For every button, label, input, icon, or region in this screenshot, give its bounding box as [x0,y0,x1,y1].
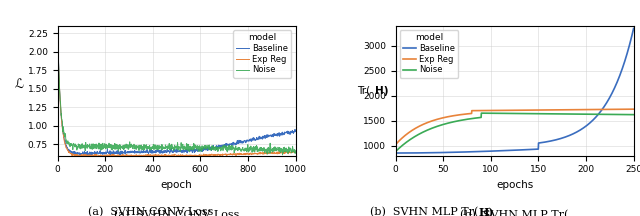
Text: (a)  SVHN CONV Loss: (a) SVHN CONV Loss [114,210,239,216]
Exp Reg [102,154,109,157]
Noise [416,132,424,135]
Exp Reg [497,109,504,112]
Noise [248,147,255,150]
Text: (a)  SVHN CONV Loss: (a) SVHN CONV Loss [88,207,213,216]
Baseline [630,27,637,30]
Exp Reg [68,152,76,155]
Baseline [497,149,504,152]
Exp Reg [630,108,637,110]
Exp Reg [264,152,272,155]
Noise [264,149,272,152]
Line: Exp Reg: Exp Reg [396,109,634,145]
Noise [497,112,504,115]
Line: Exp Reg: Exp Reg [58,33,296,157]
Noise [577,113,585,115]
Noise [278,154,286,156]
Noise [54,33,61,36]
X-axis label: epoch: epoch [161,180,193,190]
Baseline [54,32,61,34]
Exp Reg [248,152,256,155]
Exp Reg [292,151,300,154]
Baseline [68,151,76,154]
Noise [68,144,76,147]
Exp Reg [392,143,399,146]
Baseline [392,152,399,154]
Baseline [72,154,79,157]
Baseline [488,150,495,152]
Baseline [292,129,300,131]
Noise [392,150,399,153]
Baseline [102,153,110,155]
Baseline [416,152,424,154]
Text: (b)  SVHN MLP Tr(: (b) SVHN MLP Tr( [371,207,479,216]
Baseline [280,133,288,136]
Exp Reg [239,153,247,155]
Line: Baseline: Baseline [396,29,634,153]
Exp Reg [194,156,202,158]
Baseline [264,134,272,136]
Baseline [577,128,585,131]
Legend: Baseline, Exp Reg, Noise: Baseline, Exp Reg, Noise [233,30,291,78]
Exp Reg [555,109,563,111]
Noise [280,150,288,153]
Noise [102,145,109,147]
Exp Reg [582,108,589,111]
Legend: Baseline, Exp Reg, Noise: Baseline, Exp Reg, Noise [400,30,458,78]
Noise [292,150,300,152]
Text: (b)  SVHN MLP Tr(: (b) SVHN MLP Tr( [460,210,569,216]
Noise [582,113,589,116]
Noise [556,113,563,115]
Y-axis label: ℒ: ℒ [15,78,24,91]
Text: H): H) [375,86,389,96]
Exp Reg [577,108,585,111]
Text: H): H) [479,207,494,216]
Text: Tr(: Tr( [358,86,371,96]
Baseline [555,138,563,140]
Exp Reg [416,125,424,127]
Baseline [248,138,256,140]
Noise [488,112,496,114]
Noise [239,149,247,151]
Text: (b)  SVHN MLP Tr(H): (b) SVHN MLP Tr(H) [453,210,576,216]
Line: Baseline: Baseline [58,33,296,156]
Baseline [239,140,247,143]
Exp Reg [488,109,495,112]
Noise [477,112,485,114]
Line: Noise: Noise [58,35,296,155]
X-axis label: epochs: epochs [496,180,533,190]
Noise [630,113,637,116]
Exp Reg [54,32,61,34]
Exp Reg [280,152,288,154]
Line: Noise: Noise [396,113,634,152]
Baseline [582,125,589,128]
